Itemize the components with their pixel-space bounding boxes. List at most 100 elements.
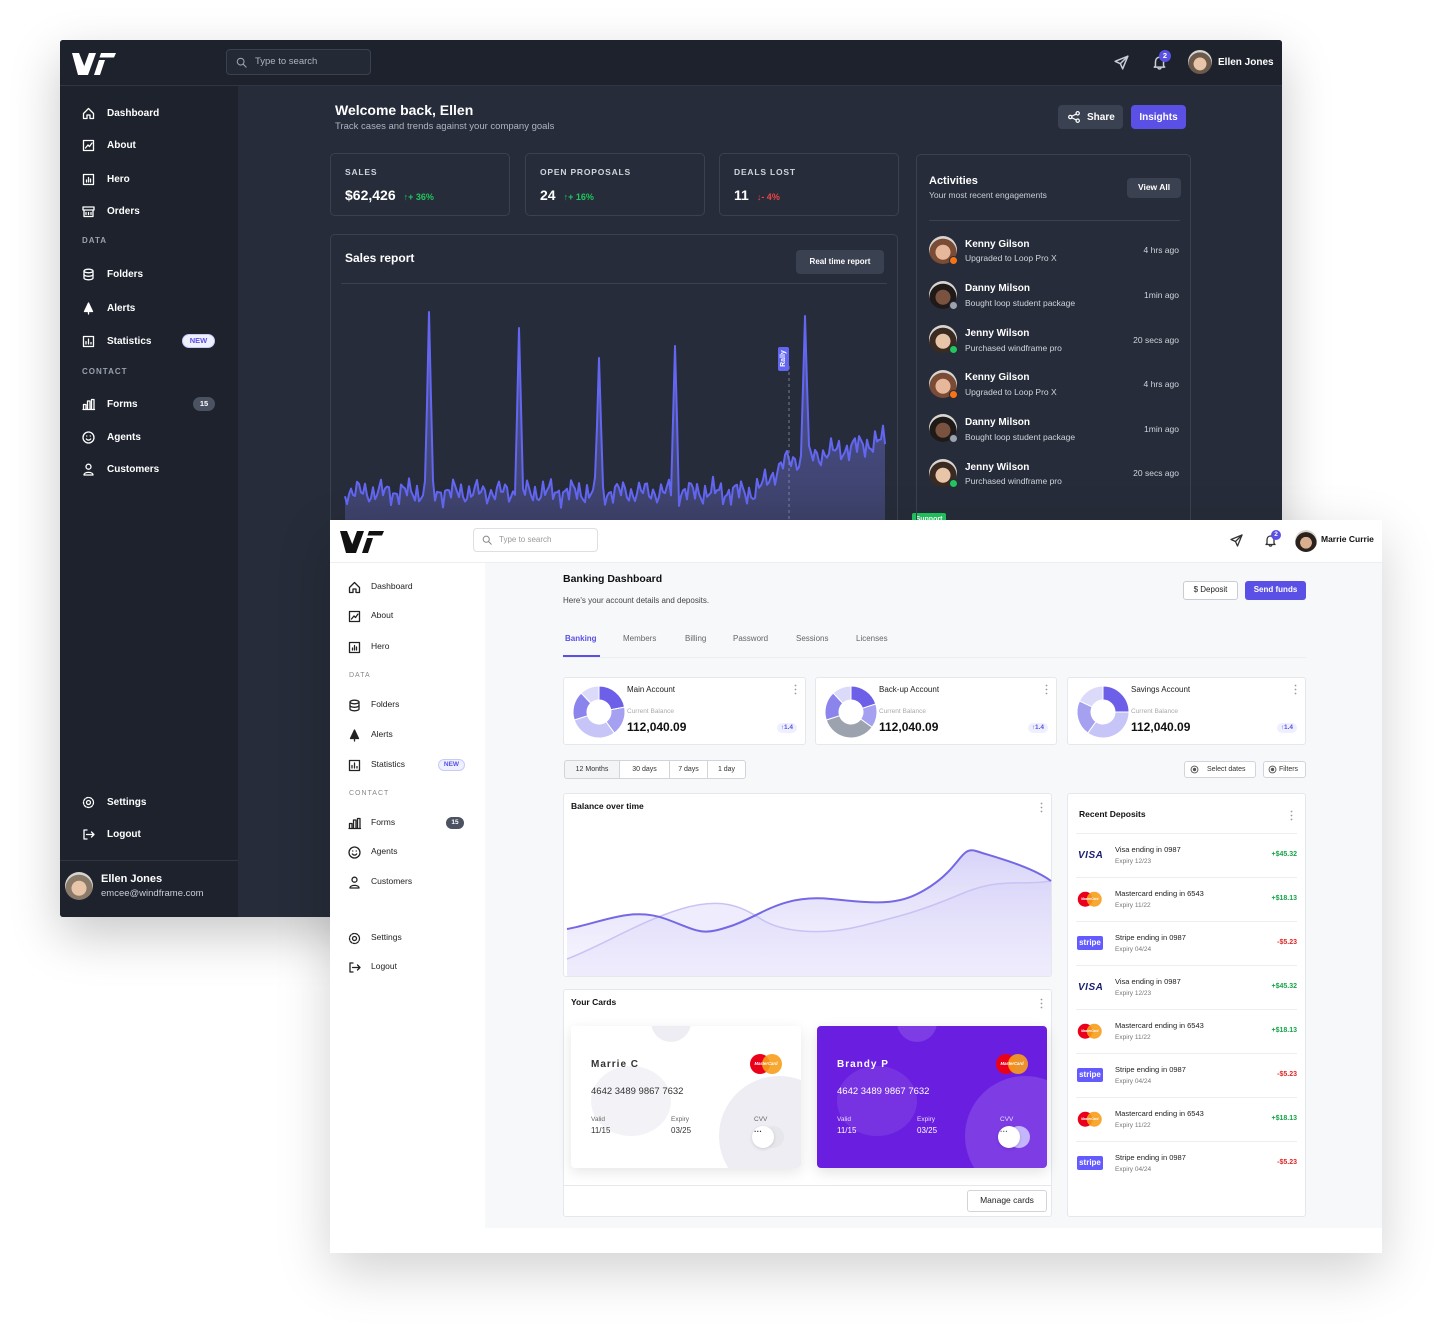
tab[interactable]: Members [623,633,657,643]
view-all-button[interactable]: View All [1127,178,1181,198]
nav-item[interactable] [342,693,472,717]
send-funds-button[interactable]: Send funds [1245,581,1306,600]
logo-shape [362,538,373,553]
change-badge: ↑1.4 [1027,723,1048,733]
real-time-button[interactable]: Real time report [796,250,884,274]
mastercard-text: MasterCard [1081,1117,1099,1121]
filters-button[interactable]: Filters [1263,761,1306,778]
icon-stroke [84,141,93,149]
nav-item[interactable] [342,840,472,864]
nav-item[interactable] [76,199,226,223]
tab[interactable]: Licenses [856,633,888,643]
tab[interactable]: Password [733,633,769,643]
badge-text: 2 [1274,530,1278,538]
divider [1076,877,1297,878]
deposit-amount: +$18.13 [1271,895,1298,903]
deposit-title: Mastercard ending in 6543 [1115,1109,1204,1119]
icon-stroke [85,437,92,441]
manage-cards-button[interactable]: Manage cards [967,1190,1047,1212]
mastercard-text: MasterCard [1081,897,1099,901]
cvv-value: ··· [1000,1126,1008,1136]
stat-row: $62,426 ↑+ 36% [345,187,434,203]
nav-item[interactable] [76,167,226,191]
share-button[interactable]: Share [1058,105,1123,129]
top-bar [330,520,1382,563]
icon [82,107,95,119]
nav-item[interactable] [76,790,226,814]
nav-item[interactable] [342,926,472,950]
insights-button[interactable]: Insights [1131,105,1186,129]
deposit-button[interactable]: $ Deposit [1183,581,1238,600]
menu-dots [1290,810,1293,821]
icon-group [82,335,95,347]
logo-shape [94,60,105,75]
dot [1040,1002,1043,1005]
status-dot [949,256,958,265]
icon-stroke [348,817,362,829]
icon-fill [349,728,360,739]
range-button[interactable]: 7 days [669,760,708,779]
select-dates-button[interactable]: Select dates [1184,761,1256,778]
nav-item[interactable] [342,604,472,628]
card-chip [752,1126,774,1148]
nav-item[interactable] [76,262,226,286]
icon-group [82,430,95,444]
icon-stroke [82,430,95,444]
sales-chart [344,311,886,546]
tab[interactable]: Billing [685,633,707,643]
nav-label: Logout [107,828,141,840]
range-button[interactable]: 30 days [619,760,670,779]
search-box[interactable]: Type to search [226,49,371,75]
icon-group [348,932,361,944]
deposit-expiry: Expiry 12/23 [1115,989,1152,997]
icon-stroke [1157,67,1162,70]
profile-email: emcee@windframe.com [101,887,204,899]
deposit-title: Visa ending in 0987 [1115,845,1181,855]
icon-stroke [348,610,361,622]
activity-action: Bought loop student package [965,298,1076,309]
change-badge: ↑1.4 [1276,723,1297,733]
logo-shape [367,531,384,536]
payment-card: Marrie C MasterCard 4642 3489 9867 7632 Val… [571,1026,801,1168]
status-dot [949,300,958,310]
nav-label: Settings [371,932,402,943]
nav-item[interactable] [342,723,472,747]
mastercard-logo [1077,891,1102,907]
icon-group [1114,54,1129,70]
icon-stroke [83,471,94,476]
nav-item[interactable] [76,425,226,449]
activity-time: 4 hrs ago [1143,379,1179,390]
icon-stroke [85,799,92,805]
icon [82,139,95,151]
search-box[interactable]: Type to search [473,528,598,552]
badge-text: 15 [451,818,459,826]
card-number: 4642 3489 9867 7632 [837,1085,930,1097]
avatar [65,872,93,900]
deposit-expiry: Expiry 04/24 [1115,1077,1152,1085]
range-label: 1 day [717,765,736,773]
icon [349,961,361,973]
avatar [1295,530,1317,552]
icon-stroke [351,852,358,856]
sales-report-title: Sales report [345,251,415,266]
dot [1045,688,1048,691]
icon-stroke [1068,114,1073,120]
expiry-label: Expiry [671,1115,690,1123]
nav-item[interactable] [342,635,472,659]
mastercard-text: MasterCard [754,1061,778,1066]
nav-item[interactable] [342,955,472,979]
activity-time: 20 secs ago [1133,468,1179,479]
mc-orange [1086,1111,1102,1127]
tab[interactable]: Banking [565,633,597,643]
icon [83,301,94,315]
tab[interactable]: Sessions [796,633,829,643]
stat-row: 24 ↑+ 16% [540,187,594,203]
card-holder: Marrie C [591,1058,640,1070]
nav-item[interactable] [76,133,226,157]
nav-item[interactable] [76,822,226,846]
range-button[interactable]: 1 day [707,760,746,779]
range-button[interactable]: 12 Months [564,760,620,779]
nav-item[interactable] [76,296,226,320]
activity-action: Upgraded to Loop Pro X [965,387,1057,398]
dot [1290,814,1293,817]
